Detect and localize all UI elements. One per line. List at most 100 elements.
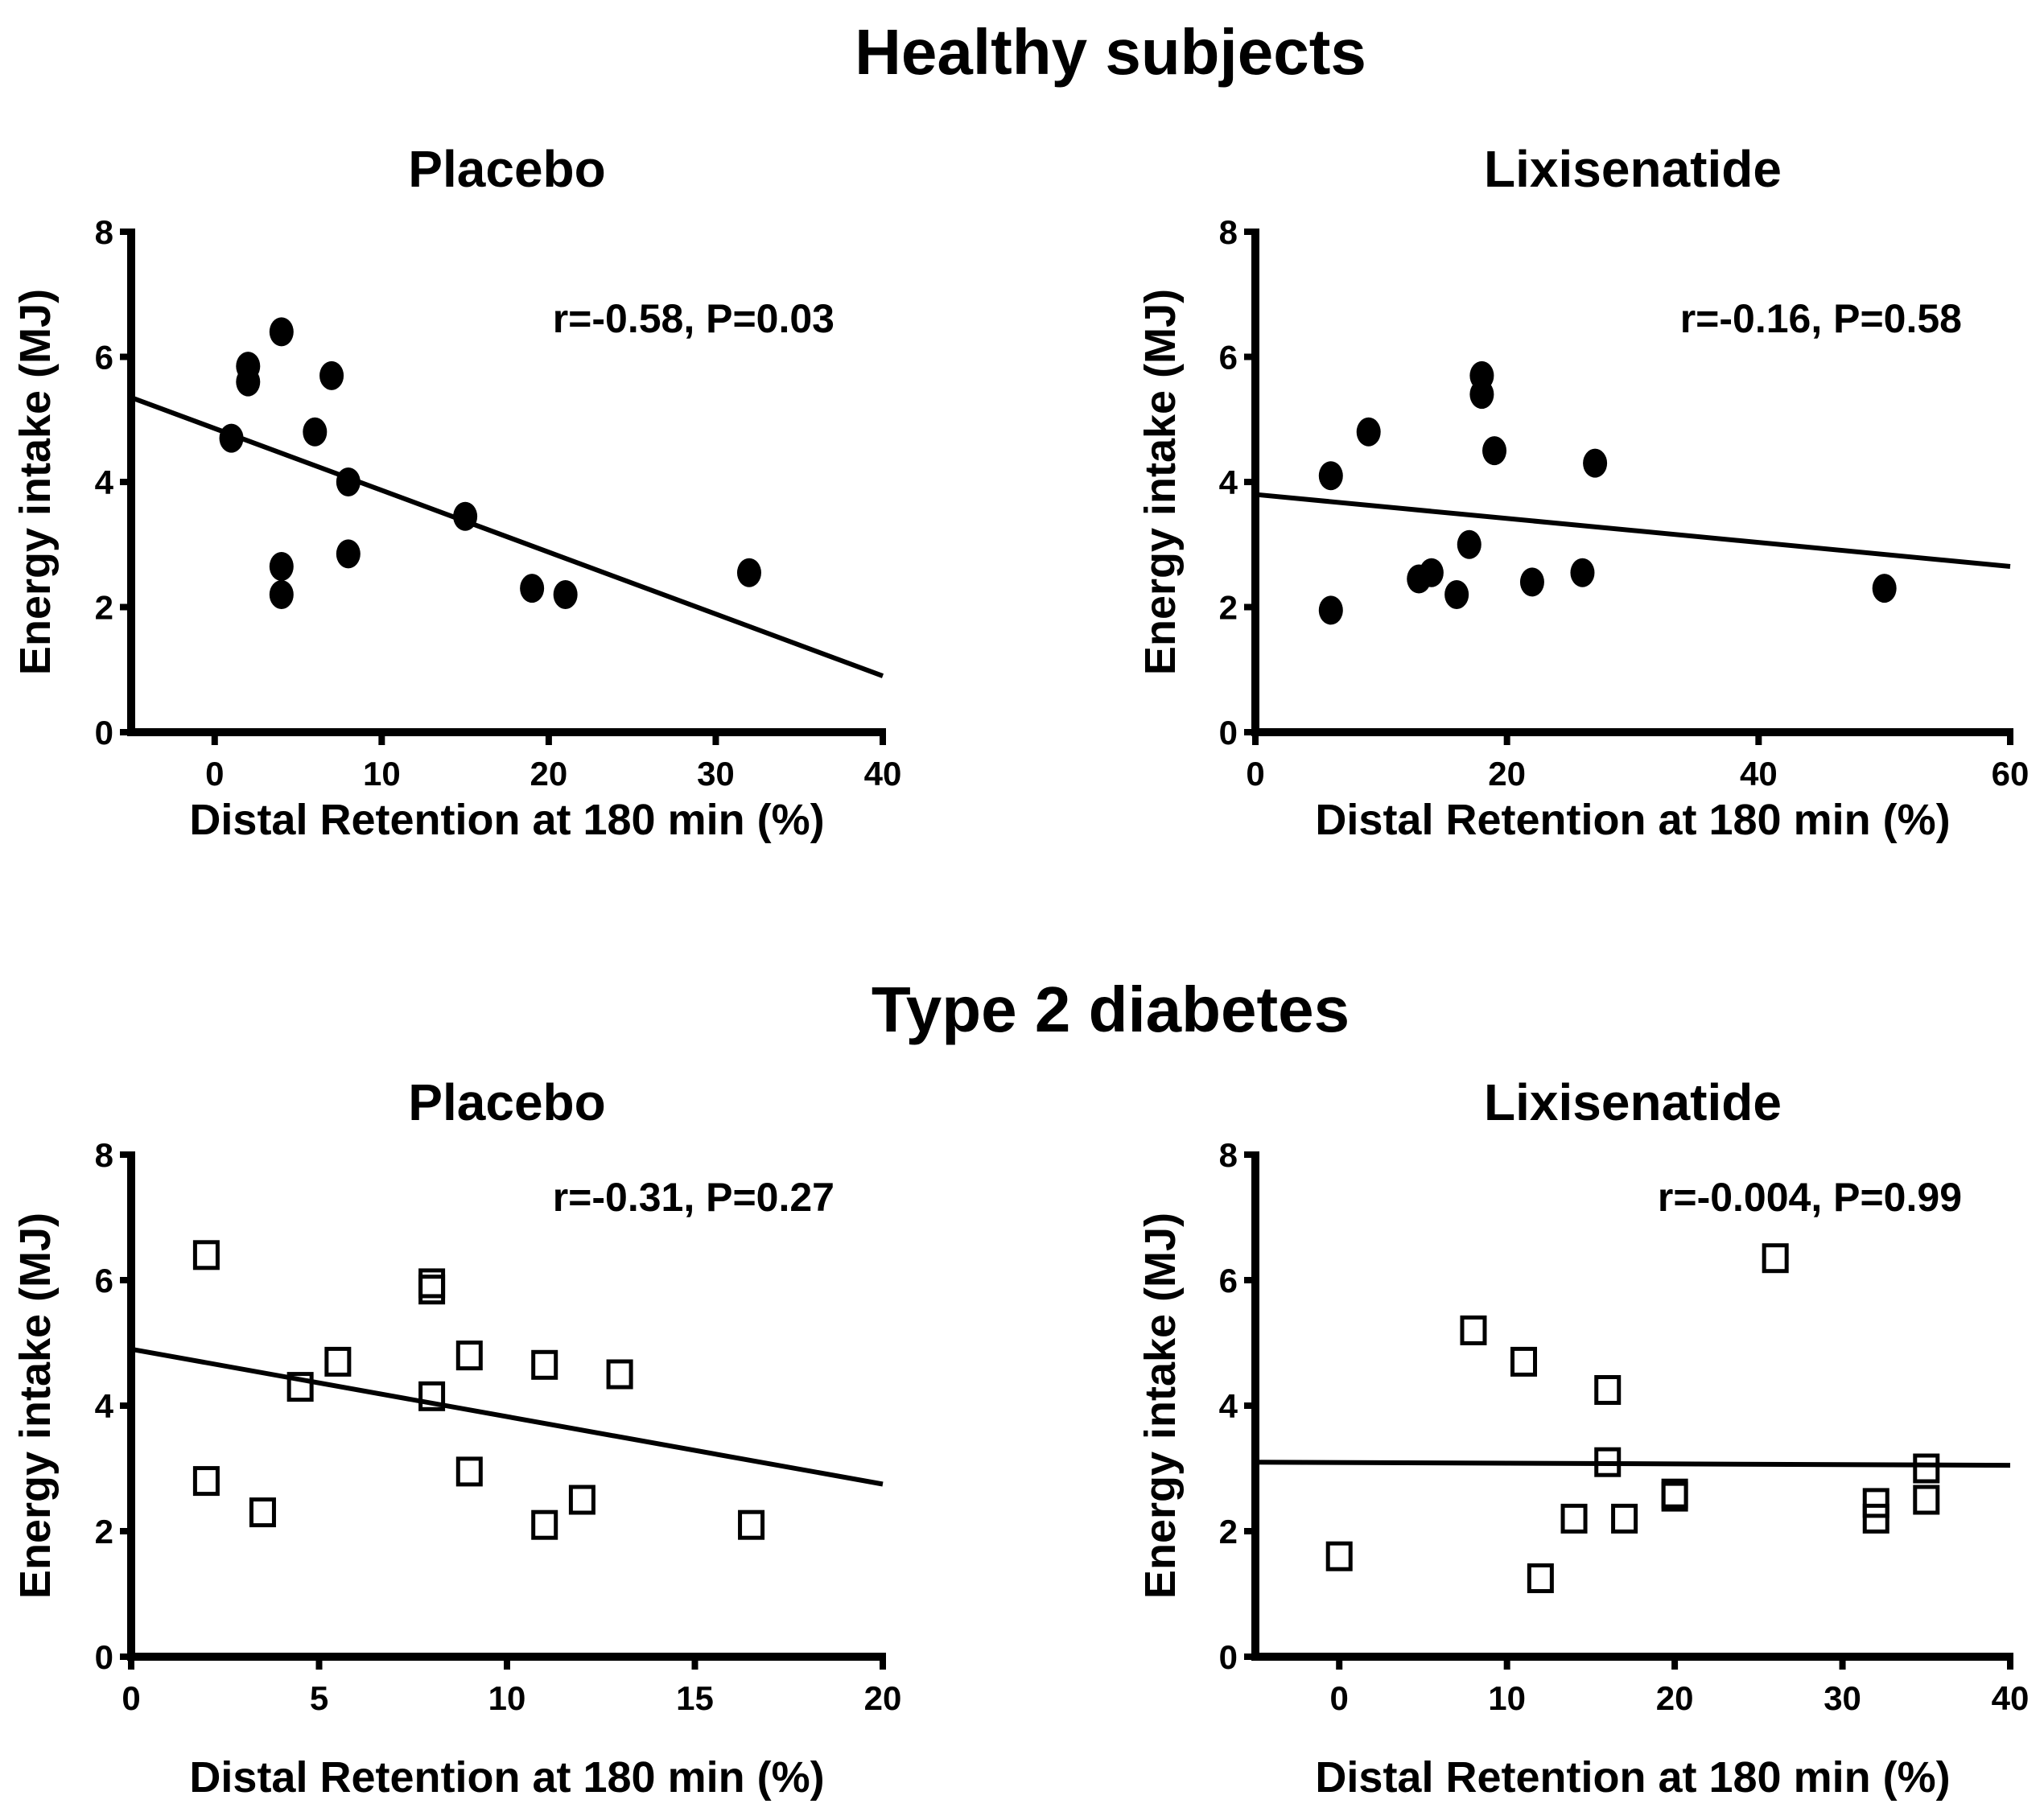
data-point xyxy=(1872,574,1897,603)
data-point xyxy=(1460,1315,1487,1345)
x-tick-label: 0 xyxy=(1330,1679,1349,1717)
regression-line xyxy=(1255,1460,2011,1468)
y-tick-label: 4 xyxy=(95,463,114,501)
data-point xyxy=(1519,567,1544,597)
data-point xyxy=(738,1509,765,1540)
data-point xyxy=(269,579,294,609)
data-point xyxy=(1570,558,1595,587)
x-tick-label: 40 xyxy=(864,755,902,793)
data-point xyxy=(520,574,545,603)
y-tick-label: 6 xyxy=(1219,1262,1238,1299)
y-tick-label: 8 xyxy=(95,213,113,251)
scatter-panel: Placebo Distal Retention at 180 min (%) En… xyxy=(11,1073,901,1802)
x-tick-label: 10 xyxy=(488,1679,526,1717)
panel-title: Placebo xyxy=(408,140,605,198)
data-point xyxy=(1661,1478,1688,1509)
data-point xyxy=(1913,1453,1940,1484)
data-point xyxy=(236,367,261,397)
x-tick-label: 40 xyxy=(1740,755,1778,793)
y-tick-label: 6 xyxy=(95,339,113,377)
y-tick-label: 2 xyxy=(1219,1513,1238,1550)
x-axis-label: Distal Retention at 180 min (%) xyxy=(189,796,824,844)
x-axis-label: Distal Retention at 180 min (%) xyxy=(1315,1753,1950,1802)
data-point xyxy=(1318,461,1343,491)
y-tick-label: 8 xyxy=(1219,1136,1238,1174)
x-axis-label: Distal Retention at 180 min (%) xyxy=(1315,796,1950,844)
x-tick-label: 30 xyxy=(1824,1679,1861,1717)
data-point xyxy=(453,501,478,531)
section-title-healthy: Healthy subjects xyxy=(855,16,1366,88)
correlation-annotation: r=-0.16, P=0.58 xyxy=(1680,296,1962,341)
x-tick-label: 40 xyxy=(1992,1679,2030,1717)
scatter-panel: Lixisenatide Distal Retention at 180 min … xyxy=(1136,1073,2029,1802)
data-point xyxy=(192,1240,220,1270)
y-axis-label: Energy intake (MJ) xyxy=(1136,289,1185,675)
x-tick-label: 30 xyxy=(697,755,735,793)
regression-line xyxy=(1255,492,2011,569)
y-tick-label: 4 xyxy=(1219,1387,1238,1425)
data-point xyxy=(1527,1563,1554,1593)
regression-line xyxy=(130,1346,884,1487)
data-point xyxy=(1482,436,1507,466)
data-point xyxy=(1594,1447,1622,1477)
x-tick-label: 15 xyxy=(676,1679,714,1717)
y-tick-label: 2 xyxy=(95,589,113,627)
x-tick-label: 0 xyxy=(205,755,224,793)
data-point xyxy=(1594,1375,1622,1405)
panel-title: Placebo xyxy=(408,1073,605,1131)
data-point xyxy=(1611,1503,1638,1534)
data-point xyxy=(553,579,578,609)
data-point xyxy=(1318,595,1343,625)
y-axis-label: Energy intake (MJ) xyxy=(11,1213,60,1599)
x-tick-label: 20 xyxy=(530,755,568,793)
y-tick-label: 8 xyxy=(95,1136,113,1174)
scatter-panel: Placebo Distal Retention at 180 min (%) En… xyxy=(11,140,901,844)
data-point xyxy=(192,1466,220,1497)
y-tick-label: 4 xyxy=(95,1387,114,1425)
data-point xyxy=(418,1268,446,1299)
y-tick-label: 6 xyxy=(1219,339,1238,377)
data-point xyxy=(455,1456,483,1487)
x-tick-label: 20 xyxy=(1656,1679,1694,1717)
data-point xyxy=(531,1509,558,1540)
data-point xyxy=(324,1346,352,1377)
data-point xyxy=(249,1497,276,1528)
scatter-panel: Lixisenatide Distal Retention at 180 min … xyxy=(1136,140,2029,844)
data-point xyxy=(336,467,361,496)
data-point xyxy=(1862,1503,1889,1534)
y-tick-label: 0 xyxy=(1219,714,1238,752)
data-point xyxy=(336,539,361,569)
data-point xyxy=(269,317,294,347)
y-tick-label: 6 xyxy=(95,1262,113,1299)
data-point xyxy=(319,360,344,390)
data-point xyxy=(1469,380,1494,410)
x-tick-label: 20 xyxy=(864,1679,902,1717)
y-tick-label: 4 xyxy=(1219,463,1238,501)
x-tick-label: 10 xyxy=(1488,1679,1526,1717)
data-point xyxy=(1560,1503,1588,1534)
y-tick-label: 0 xyxy=(95,1638,113,1676)
data-point xyxy=(1419,558,1444,587)
data-point xyxy=(568,1485,595,1515)
x-tick-label: 10 xyxy=(363,755,401,793)
data-point xyxy=(1913,1485,1940,1515)
y-tick-label: 2 xyxy=(1219,589,1238,627)
data-point xyxy=(269,551,294,581)
x-tick-label: 0 xyxy=(1246,755,1264,793)
data-point xyxy=(531,1349,558,1380)
correlation-annotation: r=-0.58, P=0.03 xyxy=(553,296,834,341)
data-point xyxy=(418,1381,446,1411)
correlation-annotation: r=-0.004, P=0.99 xyxy=(1658,1175,1962,1220)
data-point xyxy=(1325,1541,1353,1571)
x-tick-label: 60 xyxy=(1992,755,2030,793)
y-axis-label: Energy intake (MJ) xyxy=(1136,1213,1185,1599)
x-axis-label: Distal Retention at 180 min (%) xyxy=(189,1753,824,1802)
data-point xyxy=(606,1359,633,1390)
section-title-diabetes: Type 2 diabetes xyxy=(872,974,1350,1045)
data-point xyxy=(286,1372,314,1402)
data-point xyxy=(303,417,328,447)
x-tick-label: 5 xyxy=(310,1679,328,1717)
data-point xyxy=(1762,1243,1789,1274)
regression-line xyxy=(130,395,884,678)
x-tick-label: 0 xyxy=(122,1679,140,1717)
